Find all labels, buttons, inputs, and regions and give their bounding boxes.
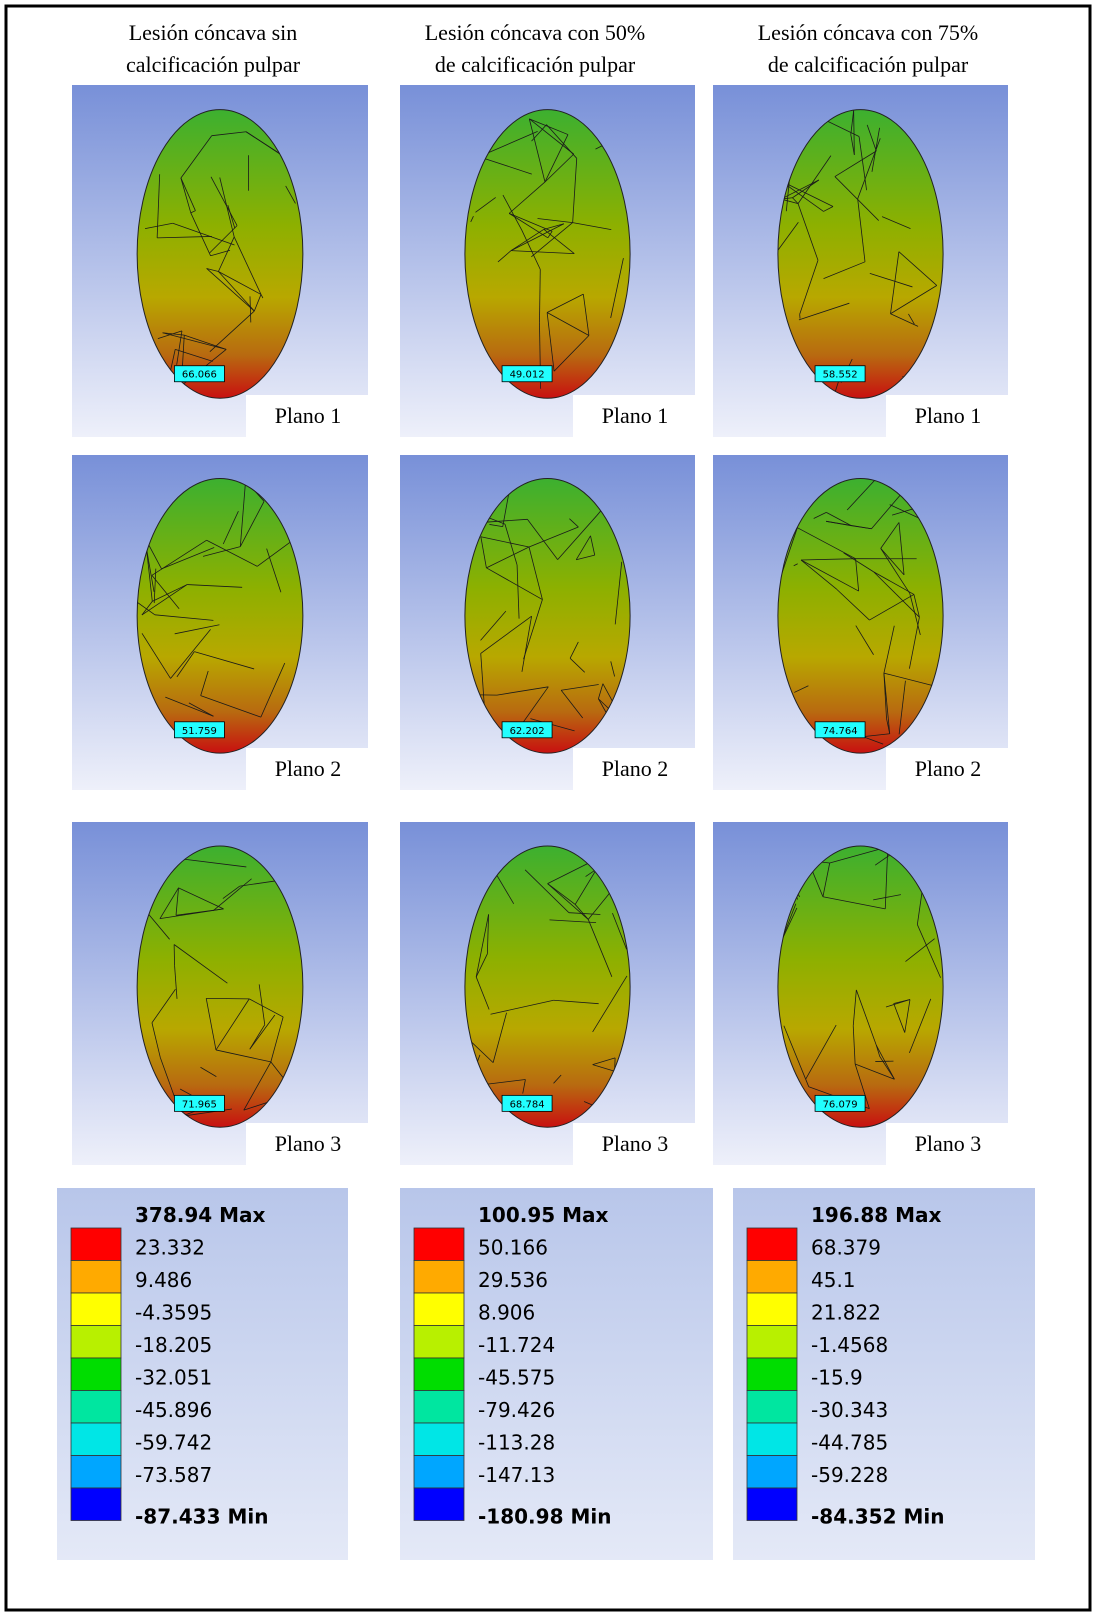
legend-label: -113.28 bbox=[478, 1431, 555, 1455]
column-header: Lesión cóncava con 75% bbox=[758, 20, 979, 45]
plane-label: Plano 3 bbox=[275, 1131, 342, 1156]
tooth bbox=[137, 846, 303, 1127]
legend-swatch bbox=[414, 1261, 464, 1294]
plane-label: Plano 1 bbox=[275, 403, 342, 428]
legend-label: 29.536 bbox=[478, 1268, 548, 1292]
probe-value: 74.764 bbox=[823, 726, 858, 737]
plane-label: Plano 3 bbox=[602, 1131, 669, 1156]
figure: Lesión cóncava sin calcificación pulpar Le… bbox=[0, 0, 1101, 1620]
legend-label: -30.343 bbox=[811, 1398, 888, 1422]
probe-value: 76.079 bbox=[823, 1099, 858, 1110]
legend-swatch bbox=[747, 1293, 797, 1326]
legend-swatch bbox=[71, 1358, 121, 1391]
legend-label: 45.1 bbox=[811, 1268, 856, 1292]
column-header: Lesión cóncava sin bbox=[129, 20, 298, 45]
legend-label: -147.13 bbox=[478, 1463, 555, 1487]
legend-label: -59.228 bbox=[811, 1463, 888, 1487]
legend-swatch bbox=[71, 1423, 121, 1456]
legend-swatch bbox=[414, 1488, 464, 1521]
legend-label: -44.785 bbox=[811, 1431, 888, 1455]
legend-swatch bbox=[747, 1261, 797, 1294]
column-header: calcificación pulpar bbox=[126, 52, 301, 77]
legend-label: -73.587 bbox=[135, 1463, 212, 1487]
legend-label: -59.742 bbox=[135, 1431, 212, 1455]
legend-swatch bbox=[414, 1423, 464, 1456]
legend-swatch bbox=[414, 1228, 464, 1261]
legend-swatch bbox=[414, 1293, 464, 1326]
legend-swatch bbox=[71, 1261, 121, 1294]
legend-label: -1.4568 bbox=[811, 1333, 888, 1357]
legend-label: 8.906 bbox=[478, 1301, 535, 1325]
legend-swatch bbox=[414, 1456, 464, 1489]
plane-label: Plano 1 bbox=[915, 403, 982, 428]
legend-swatch bbox=[747, 1391, 797, 1424]
legend-label: 23.332 bbox=[135, 1236, 205, 1260]
legend-swatch bbox=[747, 1358, 797, 1391]
probe-value: 68.784 bbox=[510, 1099, 545, 1110]
legend-label: -84.352 Min bbox=[811, 1505, 944, 1529]
legend-label: -18.205 bbox=[135, 1333, 212, 1357]
legend-swatch bbox=[747, 1326, 797, 1359]
mesh-edge bbox=[206, 998, 249, 999]
probe-value: 58.552 bbox=[823, 370, 858, 381]
legend-swatch bbox=[414, 1326, 464, 1359]
legend-swatch bbox=[71, 1391, 121, 1424]
legend-swatch bbox=[71, 1293, 121, 1326]
probe-value: 51.759 bbox=[182, 726, 217, 737]
legend-label: 196.88 Max bbox=[811, 1203, 942, 1227]
plane-label: Plano 1 bbox=[602, 403, 669, 428]
probe-value: 66.066 bbox=[182, 370, 217, 381]
legend-label: -4.3595 bbox=[135, 1301, 212, 1325]
tooth bbox=[465, 846, 630, 1127]
legend-label: -79.426 bbox=[478, 1398, 555, 1422]
legend-label: 68.379 bbox=[811, 1236, 881, 1260]
legend-swatch bbox=[747, 1488, 797, 1521]
legend-swatch bbox=[747, 1456, 797, 1489]
legend-label: -45.575 bbox=[478, 1366, 555, 1390]
legend-swatch bbox=[71, 1228, 121, 1261]
plane-label: Plano 2 bbox=[602, 756, 669, 781]
column-header: de calcificación pulpar bbox=[768, 52, 969, 77]
legend-label: -45.896 bbox=[135, 1398, 212, 1422]
tooth bbox=[465, 478, 630, 753]
plane-label: Plano 3 bbox=[915, 1131, 982, 1156]
legend-label: -87.433 Min bbox=[135, 1505, 268, 1529]
probe-value: 71.965 bbox=[182, 1099, 217, 1110]
plane-label: Plano 2 bbox=[275, 756, 342, 781]
column-header: de calcificación pulpar bbox=[435, 52, 636, 77]
legend-label: -32.051 bbox=[135, 1366, 212, 1390]
legend-label: 100.95 Max bbox=[478, 1203, 609, 1227]
tooth bbox=[778, 846, 943, 1127]
probe-value: 62.202 bbox=[510, 726, 545, 737]
legend-swatch bbox=[414, 1358, 464, 1391]
legend-label: -11.724 bbox=[478, 1333, 555, 1357]
tooth bbox=[778, 110, 943, 399]
tooth bbox=[465, 110, 630, 399]
legend-swatch bbox=[71, 1456, 121, 1489]
legend-swatch bbox=[71, 1326, 121, 1359]
legend-swatch bbox=[71, 1488, 121, 1521]
plane-label: Plano 2 bbox=[915, 756, 982, 781]
legend-label: -15.9 bbox=[811, 1366, 863, 1390]
legend-label: 21.822 bbox=[811, 1301, 881, 1325]
probe-value: 49.012 bbox=[510, 370, 545, 381]
legend-label: 9.486 bbox=[135, 1268, 192, 1292]
column-header: Lesión cóncava con 50% bbox=[425, 20, 646, 45]
legend-swatch bbox=[747, 1423, 797, 1456]
legend-swatch bbox=[414, 1391, 464, 1424]
legend-label: 378.94 Max bbox=[135, 1203, 266, 1227]
legend-label: 50.166 bbox=[478, 1236, 548, 1260]
legend-label: -180.98 Min bbox=[478, 1505, 611, 1529]
legend-swatch bbox=[747, 1228, 797, 1261]
